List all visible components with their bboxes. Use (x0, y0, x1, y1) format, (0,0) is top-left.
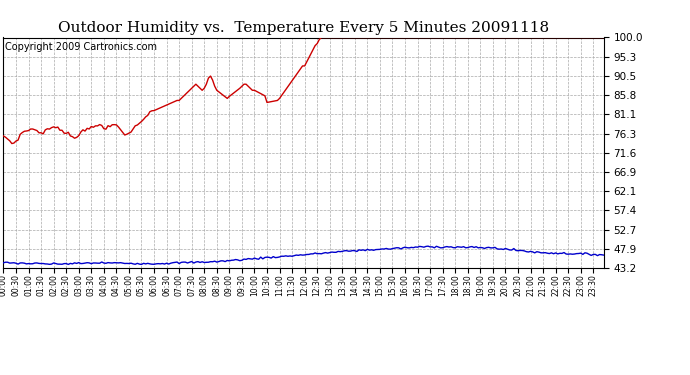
Title: Outdoor Humidity vs.  Temperature Every 5 Minutes 20091118: Outdoor Humidity vs. Temperature Every 5… (58, 21, 549, 35)
Text: Copyright 2009 Cartronics.com: Copyright 2009 Cartronics.com (5, 42, 157, 52)
